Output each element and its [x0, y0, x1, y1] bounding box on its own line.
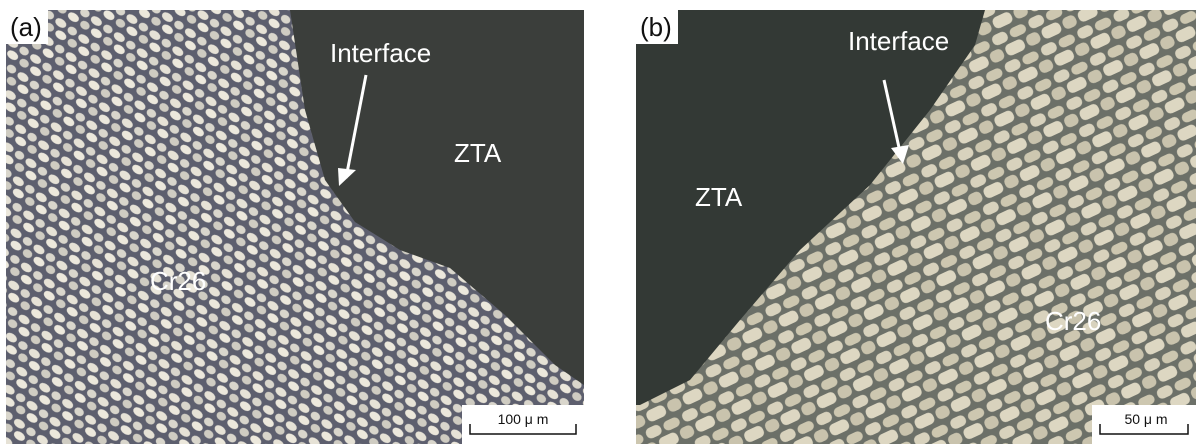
zta-label: ZTA	[454, 138, 502, 168]
figure: (a) Interface ZTA Cr26 100 μ m (b) Inter…	[0, 0, 1201, 444]
scale-bar-label: 50 μ m	[1124, 411, 1167, 427]
interface-label: Interface	[330, 38, 431, 68]
panel-a: (a) Interface ZTA Cr26 100 μ m	[6, 10, 584, 444]
scale-bar-label: 100 μ m	[498, 411, 549, 427]
alloy-label: Cr26	[150, 266, 206, 296]
zta-label: ZTA	[695, 182, 743, 212]
panel-label: (a)	[10, 12, 42, 42]
panel-label: (b)	[640, 12, 672, 42]
alloy-label: Cr26	[1045, 306, 1101, 336]
interface-label: Interface	[848, 26, 949, 56]
panel-b: (b) Interface ZTA Cr26 50 μ m	[636, 10, 1196, 444]
